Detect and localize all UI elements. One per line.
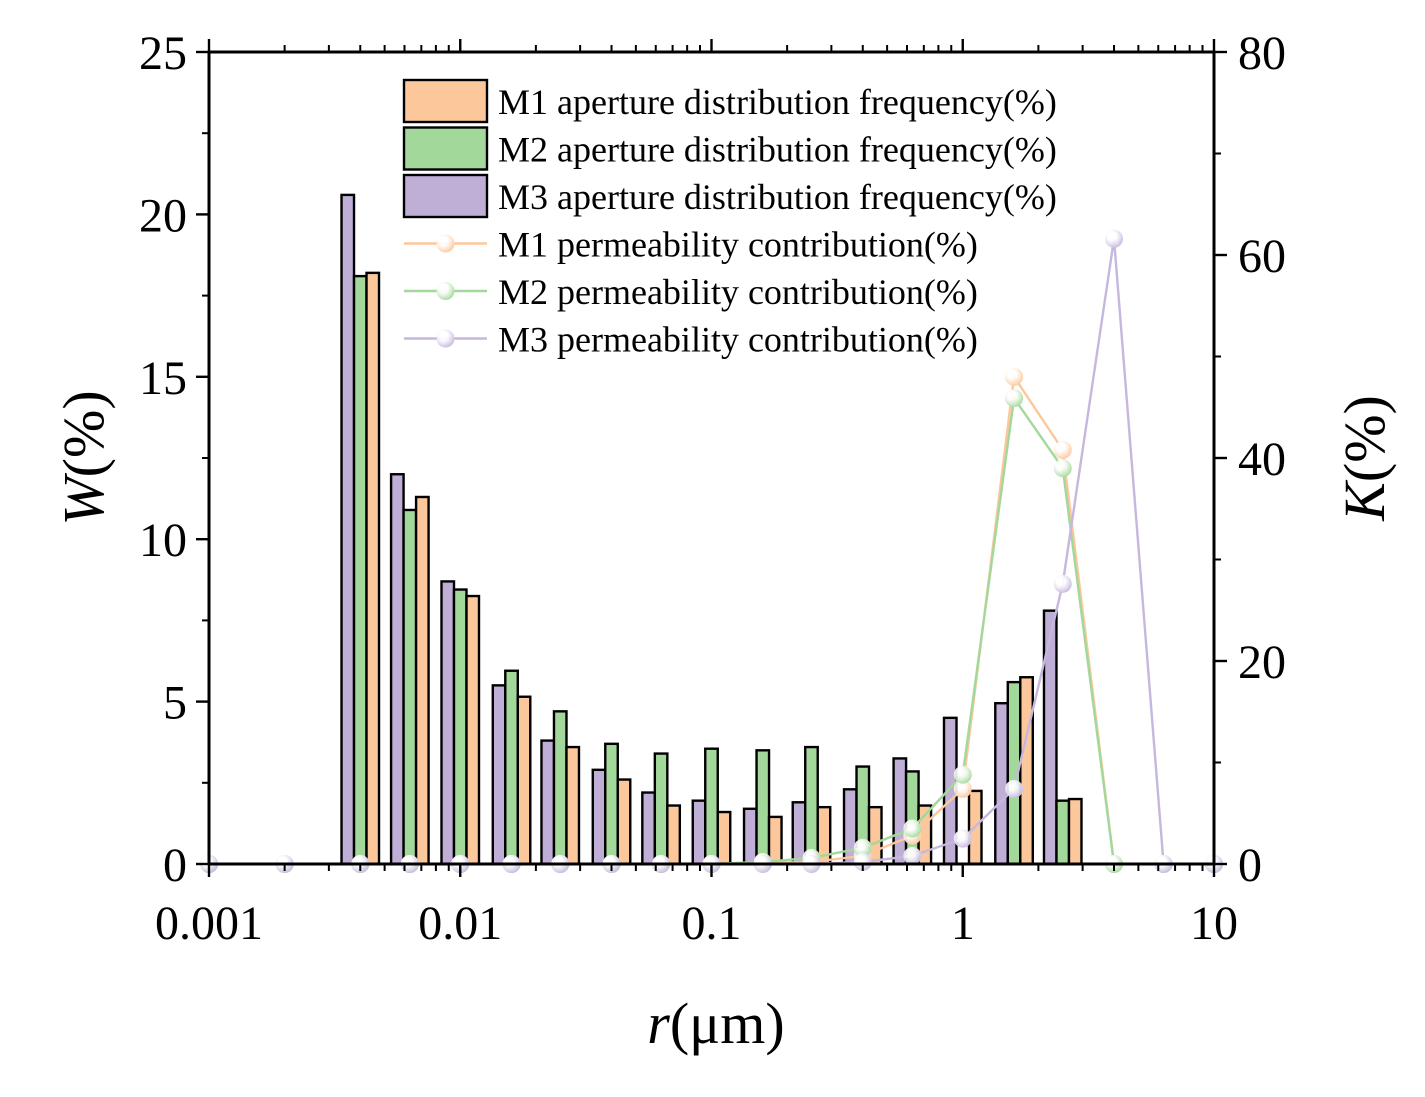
legend-label: M1 permeability contribution(%) [498, 225, 978, 265]
bar-m3 [994, 702, 1009, 866]
bar-m1 [616, 778, 632, 866]
legend-marker [436, 329, 455, 348]
bar-m2 [604, 742, 619, 866]
legend-marker [436, 282, 455, 300]
point-m3 [853, 852, 872, 871]
bar-m3 [892, 757, 908, 866]
point-m3 [1005, 779, 1024, 798]
legend-label: M3 aperture distribution frequency(%) [498, 177, 1057, 217]
x-tick-label: 0.001 [155, 897, 263, 950]
y-left-tick-label: 15 [139, 352, 187, 405]
bar-m2 [452, 588, 468, 866]
bar-m1 [767, 815, 783, 866]
bar-m3 [742, 807, 758, 866]
bar-m2 [552, 710, 568, 866]
legend-label: M2 permeability contribution(%) [498, 272, 978, 312]
point-m3 [1053, 574, 1072, 593]
y-left-axis-var: W [51, 473, 116, 526]
bar-m1 [666, 804, 682, 866]
bar-m3 [389, 473, 405, 866]
x-tick-label: 0.1 [682, 897, 742, 950]
bar-m1 [365, 271, 381, 866]
bar-m3 [540, 739, 556, 866]
point-m2 [903, 819, 922, 838]
y-right-axis-var: K [1332, 479, 1397, 522]
y-left-tick-label: 10 [139, 514, 187, 567]
point-m3 [1105, 229, 1124, 248]
x-tick-label: 1 [951, 897, 975, 950]
bar-m2 [704, 747, 719, 866]
y-left-tick-label: 20 [139, 189, 187, 242]
bar-m1 [1067, 797, 1083, 866]
x-axis-unit: (μm) [670, 991, 785, 1056]
y-left-axis-label: W(%) [51, 390, 116, 525]
bar-m1 [465, 594, 481, 866]
bar-m2 [402, 508, 418, 866]
point-m2 [953, 765, 972, 784]
y-left-tick-label: 0 [163, 839, 187, 892]
x-tick-label: 0.01 [418, 897, 502, 950]
y-left-axis-unit: (%) [51, 390, 116, 477]
legend-label: M3 permeability contribution(%) [498, 320, 978, 360]
y-right-tick-label: 20 [1238, 636, 1286, 689]
bar-m1 [414, 495, 430, 866]
y-right-axis-label: K(%) [1332, 395, 1397, 522]
y-right-tick-label: 0 [1238, 839, 1262, 892]
point-m1 [953, 779, 972, 798]
bar-m3 [591, 768, 607, 866]
y-right-tick-label: 60 [1238, 230, 1286, 283]
point-m2 [853, 838, 872, 857]
y-right-tick-label: 40 [1238, 433, 1286, 486]
legend-marker [436, 234, 455, 253]
bar-m1 [565, 745, 581, 866]
point-m3 [953, 829, 972, 848]
bar-m2 [804, 745, 819, 866]
bar-m1 [516, 695, 532, 866]
point-m3 [903, 846, 922, 865]
y-right-axis-unit: (%) [1332, 395, 1397, 482]
point-m2 [1005, 389, 1024, 408]
bar-m2 [653, 752, 669, 866]
legend-label: M1 aperture distribution frequency(%) [498, 82, 1057, 122]
bar-m2 [1055, 799, 1071, 866]
bar-m2 [504, 669, 519, 866]
y-right-tick-label: 80 [1238, 27, 1286, 80]
point-m1 [1005, 367, 1024, 386]
legend: M1 aperture distribution frequency(%) M2 … [402, 78, 1057, 360]
x-axis-label: r(μm) [647, 991, 784, 1056]
bar-m3 [491, 684, 507, 866]
y-left-tick-label: 5 [163, 677, 187, 730]
legend-swatch [402, 173, 489, 219]
point-m1 [1053, 440, 1072, 459]
legend-swatch [402, 78, 489, 124]
x-tick-label: 10 [1190, 897, 1238, 950]
y-left-tick-label: 25 [139, 27, 187, 80]
bar-m3 [440, 580, 456, 866]
bar-m3 [1042, 609, 1058, 866]
bar-m3 [641, 791, 657, 866]
bar-m2 [352, 274, 368, 866]
legend-swatch [402, 126, 489, 171]
bar-m1 [1019, 676, 1034, 866]
bar-m2 [755, 749, 771, 866]
x-axis-var: r [647, 991, 670, 1056]
bar-m3 [340, 193, 356, 866]
bar-m1 [716, 810, 732, 866]
legend-label: M2 aperture distribution frequency(%) [498, 130, 1057, 170]
bar-m3 [691, 799, 707, 866]
point-m2 [1053, 459, 1072, 478]
